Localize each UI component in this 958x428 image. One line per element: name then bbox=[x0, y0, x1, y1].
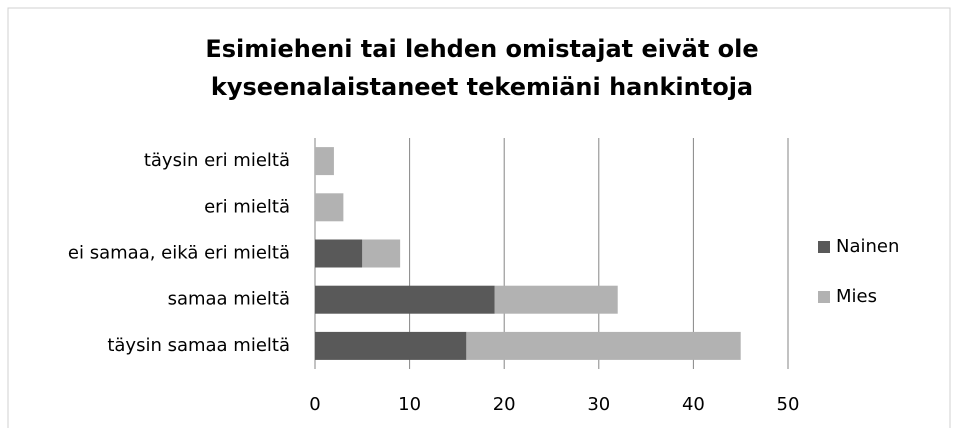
bar-segment bbox=[315, 147, 334, 176]
legend-swatch bbox=[818, 241, 830, 253]
x-tick-label: 10 bbox=[398, 394, 421, 415]
bar-segment bbox=[494, 285, 618, 314]
y-tick-label: täysin eri mieltä bbox=[144, 150, 290, 171]
y-tick-label: täysin samaa mieltä bbox=[107, 335, 290, 356]
x-tick-label: 0 bbox=[309, 394, 320, 415]
bar-segment bbox=[315, 239, 363, 268]
bar-segment bbox=[466, 331, 741, 360]
bar-segment bbox=[315, 331, 467, 360]
x-tick-label: 20 bbox=[493, 394, 516, 415]
x-tick-label: 50 bbox=[777, 394, 800, 415]
bar-segment bbox=[315, 193, 344, 222]
legend-swatch bbox=[818, 291, 830, 303]
chart-frame bbox=[7, 7, 951, 428]
y-tick-label: ei samaa, eikä eri mieltä bbox=[68, 243, 290, 264]
bar-segment bbox=[362, 239, 401, 268]
legend-label: Mies bbox=[836, 286, 877, 307]
y-tick-label: eri mieltä bbox=[204, 196, 290, 217]
x-tick-label: 40 bbox=[682, 394, 705, 415]
chart-title: kyseenalaistaneet tekemiäni hankintoja bbox=[211, 73, 753, 101]
y-tick-label: samaa mieltä bbox=[168, 289, 290, 310]
legend-label: Nainen bbox=[836, 236, 899, 257]
chart-title: Esimieheni tai lehden omistajat eivät ol… bbox=[205, 35, 758, 63]
x-tick-label: 30 bbox=[587, 394, 610, 415]
bar-segment bbox=[315, 285, 495, 314]
